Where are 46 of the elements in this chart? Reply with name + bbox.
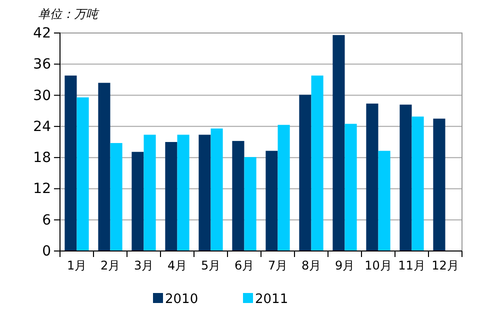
bar <box>177 134 190 251</box>
x-tick-label: 1月 <box>66 258 87 273</box>
bar <box>400 104 412 251</box>
bar <box>232 140 244 251</box>
bar <box>210 128 223 251</box>
x-tick-label: 5月 <box>200 258 221 273</box>
bar <box>110 143 122 251</box>
y-axis-title: 单位：万吨 <box>38 7 100 21</box>
x-tick-label: 6月 <box>234 258 254 273</box>
bar <box>244 157 256 251</box>
bar <box>144 134 156 251</box>
x-tick-label: 2月 <box>100 258 120 273</box>
bar <box>366 104 378 251</box>
x-tick-label: 11月 <box>398 258 426 273</box>
bar <box>278 124 290 251</box>
bar <box>433 118 446 251</box>
legend-label: 2010 <box>165 292 198 307</box>
bar <box>311 76 324 251</box>
y-tick-label: 6 <box>42 212 52 228</box>
bar <box>132 152 144 251</box>
x-tick-label: 10月 <box>364 258 392 273</box>
legend-label: 2011 <box>255 292 288 307</box>
bar <box>299 94 312 251</box>
bar <box>64 76 77 251</box>
x-tick-label: 7月 <box>268 258 288 273</box>
y-tick-label: 0 <box>42 243 51 260</box>
bar <box>332 35 345 251</box>
y-tick-label: 18 <box>33 150 51 166</box>
y-tick-label: 24 <box>33 118 52 135</box>
y-tick-label: 36 <box>33 56 52 73</box>
bar <box>266 150 278 251</box>
x-tick-label: 4月 <box>167 258 188 273</box>
bar <box>198 134 211 251</box>
bar <box>344 124 357 251</box>
y-tick-label: 42 <box>33 25 51 42</box>
y-tick-label: 30 <box>33 88 51 104</box>
x-tick-label: 12月 <box>432 258 459 273</box>
bar <box>98 82 110 251</box>
x-tick-label: 8月 <box>301 258 322 273</box>
bar <box>76 97 89 251</box>
bar <box>378 150 390 251</box>
bar <box>412 116 424 251</box>
x-tick-label: 9月 <box>334 258 355 273</box>
y-tick-label: 12 <box>33 181 51 198</box>
x-tick-label: 3月 <box>134 258 154 273</box>
bar <box>165 142 178 251</box>
